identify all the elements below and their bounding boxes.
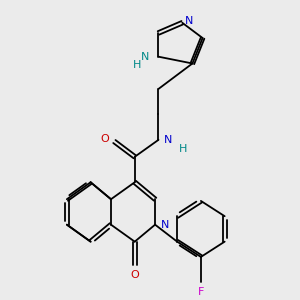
Text: N: N — [184, 16, 193, 26]
Text: N: N — [164, 135, 172, 145]
Text: H: H — [179, 144, 187, 154]
Text: F: F — [198, 287, 204, 298]
Text: N: N — [141, 52, 149, 62]
Text: N: N — [161, 220, 169, 230]
Text: O: O — [100, 134, 109, 144]
Text: O: O — [130, 271, 139, 281]
Text: H: H — [133, 60, 142, 70]
